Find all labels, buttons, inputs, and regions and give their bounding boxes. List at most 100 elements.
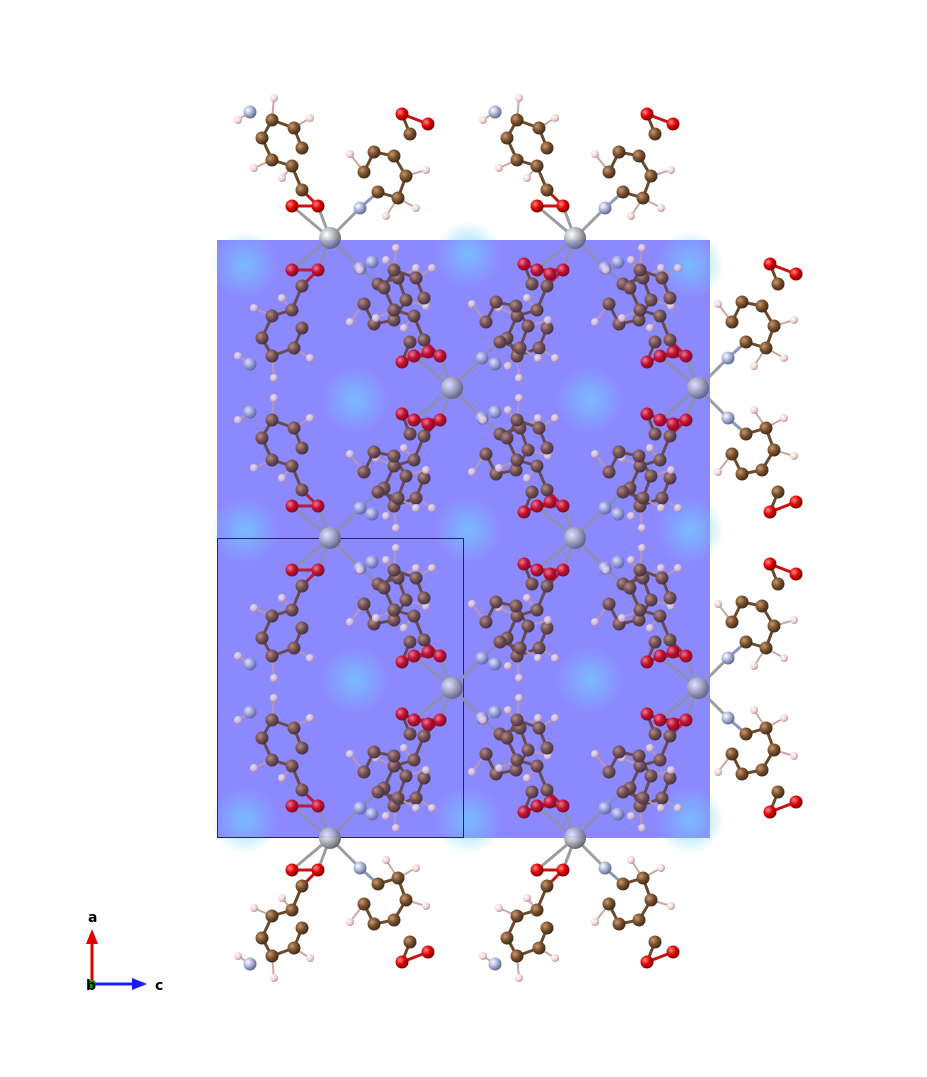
nitrogen-atom — [243, 105, 257, 119]
carbon-atom — [725, 747, 739, 761]
hydrogen-atom — [495, 904, 503, 912]
oxygen-atom — [789, 495, 803, 509]
carbon-atom — [663, 471, 677, 485]
carbon-atom — [509, 763, 523, 777]
hydrogen-atom — [278, 174, 286, 182]
hydrogen-atom — [428, 264, 436, 272]
carbon-atom — [357, 597, 371, 611]
carbon-atom — [409, 791, 423, 805]
carbon-atom — [295, 483, 309, 497]
carbon-atom — [648, 935, 662, 949]
oxygen-atom — [421, 117, 435, 131]
hydrogen-atom — [667, 466, 675, 474]
oxygen-atom — [311, 863, 325, 877]
carbon-atom — [644, 769, 658, 783]
carbon-atom — [479, 615, 493, 629]
metal-atom — [319, 527, 341, 549]
oxygen-atom — [789, 267, 803, 281]
hydrogen-atom — [627, 212, 635, 220]
carbon-atom — [755, 463, 769, 477]
hydrogen-atom — [422, 902, 430, 910]
carbon-atom — [739, 727, 753, 741]
carbon-atom — [403, 935, 417, 949]
hydrogen-atom — [602, 566, 610, 574]
carbon-atom — [521, 319, 535, 333]
nitrogen-atom — [365, 507, 379, 521]
carbon-atom — [255, 731, 269, 745]
oxygen-atom — [530, 863, 544, 877]
carbon-atom — [399, 469, 413, 483]
carbon-atom — [644, 593, 658, 607]
hydrogen-atom — [646, 744, 654, 752]
carbon-atom — [771, 277, 785, 291]
carbon-atom — [636, 191, 650, 205]
hydrogen-atom — [234, 652, 242, 660]
carbon-atom — [417, 729, 431, 743]
carbon-atom — [357, 897, 371, 911]
oxygen-atom — [395, 407, 409, 421]
carbon-atom — [653, 753, 667, 767]
oxygen-atom — [763, 257, 777, 271]
nitrogen-atom — [353, 861, 367, 875]
hydrogen-atom — [551, 354, 559, 362]
oxygen-atom — [395, 707, 409, 721]
carbon-atom — [387, 759, 401, 773]
carbon-atom — [510, 949, 524, 963]
carbon-atom — [285, 303, 299, 317]
nitrogen-atom — [475, 351, 489, 365]
carbon-atom — [295, 741, 309, 755]
carbon-atom — [510, 413, 524, 427]
hydrogen-atom — [674, 804, 682, 812]
nitrogen-atom — [598, 501, 612, 515]
hydrogen-atom — [270, 94, 278, 102]
hydrogen-atom — [270, 394, 278, 402]
carbon-atom — [532, 341, 546, 355]
hydrogen-atom — [523, 894, 531, 902]
carbon-atom — [387, 303, 401, 317]
carbon-atom — [532, 641, 546, 655]
carbon-atom — [532, 721, 546, 735]
hydrogen-atom — [392, 524, 400, 532]
carbon-atom — [771, 785, 785, 799]
hydrogen-atom — [412, 804, 420, 812]
oxygen-atom — [763, 505, 777, 519]
carbon-atom — [530, 459, 544, 473]
carbon-atom — [417, 771, 431, 785]
hydrogen-atom — [638, 244, 646, 252]
carbon-atom — [489, 595, 503, 609]
oxygen-atom — [666, 717, 680, 731]
carbon-atom — [403, 335, 417, 349]
hydrogen-atom — [250, 764, 258, 772]
hydrogen-atom — [714, 768, 722, 776]
density-hotspot — [556, 646, 624, 714]
hydrogen-atom — [250, 164, 258, 172]
carbon-atom — [636, 491, 650, 505]
carbon-atom — [521, 619, 535, 633]
carbon-atom — [612, 745, 626, 759]
hydrogen-atom — [428, 804, 436, 812]
carbon-atom — [371, 785, 385, 799]
carbon-atom — [407, 753, 421, 767]
carbon-atom — [265, 949, 279, 963]
density-hotspot — [211, 231, 279, 299]
carbon-atom — [759, 341, 773, 355]
hydrogen-atom — [750, 706, 758, 714]
hydrogen-atom — [504, 662, 512, 670]
carbon-atom — [387, 749, 401, 763]
hydrogen-atom — [278, 774, 286, 782]
hydrogen-atom — [270, 974, 278, 982]
carbon-atom — [509, 463, 523, 477]
hydrogen-atom — [306, 714, 314, 722]
hydrogen-atom — [346, 150, 354, 158]
carbon-atom — [602, 765, 616, 779]
oxygen-atom — [653, 349, 667, 363]
carbon-atom — [391, 191, 405, 205]
carbon-atom — [648, 727, 662, 741]
oxygen-atom — [666, 117, 680, 131]
metal-atom — [441, 677, 463, 699]
oxygen-atom — [640, 107, 654, 121]
carbon-atom — [500, 131, 514, 145]
density-hotspot — [321, 366, 389, 434]
hydrogen-atom — [591, 618, 599, 626]
hydrogen-atom — [400, 444, 408, 452]
